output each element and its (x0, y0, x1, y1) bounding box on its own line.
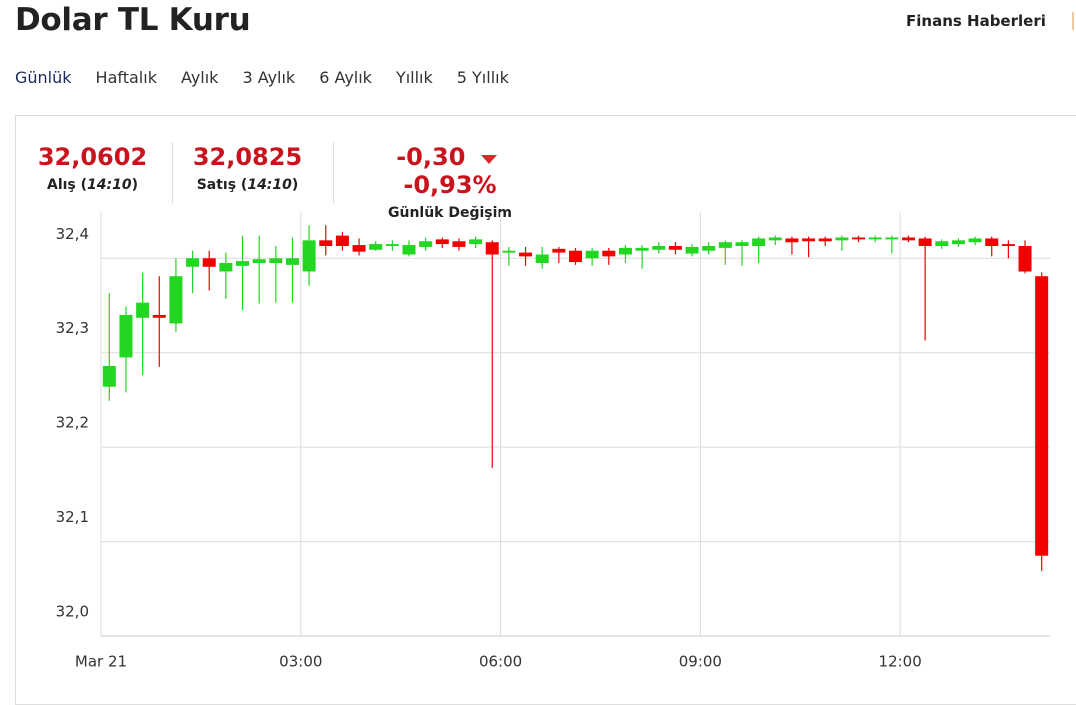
candle-body (718, 242, 732, 248)
y-tick-label: 32,4 (56, 225, 89, 243)
candle-body (868, 237, 882, 240)
candle-body (219, 262, 233, 272)
candle-body (552, 248, 566, 253)
period-tab[interactable]: Yıllık (395, 68, 433, 87)
candle-body (951, 240, 965, 245)
period-tabs: Günlük Haftalık Aylık 3 Aylık 6 Aylık Yıllık 5… (15, 68, 533, 87)
period-tab[interactable]: 3 Aylık (242, 68, 296, 87)
candle-body (935, 241, 949, 246)
sell-label-text: Satış (196, 177, 237, 193)
change-row: -0,30 -0,93% (350, 143, 550, 199)
page-title: Dolar TL Kuru (15, 2, 251, 38)
candle-body (352, 245, 366, 252)
candle-body (285, 258, 299, 265)
buy-label-text: Alış (46, 177, 76, 193)
candle-body (469, 239, 483, 245)
candle-body (236, 261, 250, 266)
candle-body (802, 238, 816, 242)
period-tab[interactable]: 6 Aylık (319, 68, 372, 87)
candle-body (618, 247, 632, 255)
buy-value: 32,0602 (37, 143, 148, 171)
candle-body (968, 238, 982, 243)
candle-body (901, 237, 915, 241)
link-accent (1072, 12, 1074, 30)
change-quote: -0,30 -0,93% Günlük Değişim (350, 143, 550, 221)
candle-body (635, 247, 649, 251)
news-link[interactable]: Finans Haberleri (906, 12, 1046, 30)
y-tick-label: 32,2 (56, 414, 89, 432)
x-tick-label: 09:00 (679, 653, 722, 671)
separator (172, 142, 173, 204)
candle-body (169, 276, 183, 324)
candle-body (735, 242, 749, 246)
candle-body (535, 254, 549, 263)
candle-body (419, 241, 433, 247)
buy-time: 14:10 (76, 177, 138, 193)
candle-body (668, 245, 682, 250)
sell-label: Satış14:10 (185, 177, 310, 193)
x-tick-label: 12:00 (879, 653, 922, 671)
candle-body (269, 258, 283, 263)
candle-body (885, 237, 899, 240)
period-tab[interactable]: Haftalık (95, 68, 157, 87)
candle-body (369, 244, 383, 250)
period-tab[interactable]: Aylık (180, 68, 219, 87)
candle-body (485, 242, 499, 255)
candle-body (136, 302, 150, 318)
candle-body (435, 239, 449, 245)
candle-body (1001, 244, 1015, 246)
change-value: -0,30 (396, 143, 466, 171)
x-tick-label: 03:00 (279, 653, 322, 671)
x-tick-label: Mar 21 (75, 653, 127, 671)
candle-body (335, 235, 349, 246)
candle-body (752, 238, 766, 246)
y-tick-label: 32,1 (56, 508, 89, 526)
candle-body (319, 240, 333, 246)
candle-body (602, 250, 616, 257)
candle-body (102, 365, 116, 387)
candle-body (385, 244, 399, 246)
sell-value: 32,0825 (192, 143, 303, 171)
sell-time: 14:10 (236, 177, 298, 193)
candle-body (985, 238, 999, 246)
candle-body (1018, 245, 1032, 272)
buy-label: Alış14:10 (30, 177, 155, 193)
candle-body (685, 246, 699, 254)
candle-body (768, 237, 782, 241)
x-tick-label: 06:00 (479, 653, 522, 671)
buy-quote: 32,0602 Alış14:10 (30, 143, 155, 193)
candle-body (452, 241, 466, 247)
change-percent: -0,93% (403, 171, 497, 199)
candle-body (569, 250, 582, 263)
candle-body (1035, 276, 1049, 556)
candle-body (202, 258, 216, 267)
candle-body (119, 314, 133, 358)
separator (333, 142, 334, 204)
candle-body (502, 250, 516, 253)
period-tab[interactable]: 5 Yıllık (456, 68, 509, 87)
candle-body (852, 237, 866, 240)
candle-body (152, 314, 166, 318)
candle-body (585, 250, 599, 259)
candle-body (252, 259, 266, 263)
sell-quote: 32,0825 Satış14:10 (185, 143, 310, 193)
candle-body (702, 245, 716, 251)
candle-body (835, 237, 849, 241)
y-tick-label: 32,3 (56, 319, 89, 337)
candle-body (402, 245, 416, 255)
period-tab[interactable]: Günlük (15, 68, 72, 87)
candle-body (818, 238, 832, 242)
y-tick-label: 32,0 (56, 603, 89, 621)
change-label: Günlük Değişim (387, 205, 513, 221)
candle-body (302, 240, 316, 272)
down-arrow-icon (480, 155, 497, 164)
candle-body (186, 258, 200, 267)
candle-body (785, 238, 799, 243)
candle-body (652, 245, 666, 250)
candle-body (918, 238, 932, 246)
candle-body (519, 252, 533, 257)
